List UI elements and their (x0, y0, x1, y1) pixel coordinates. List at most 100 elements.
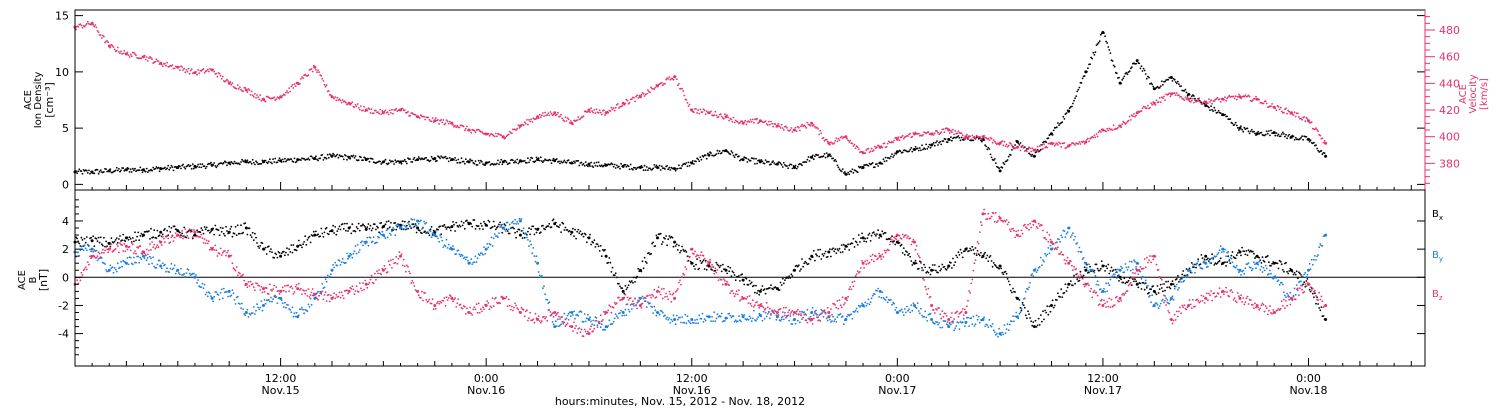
bx-series-dot (972, 248, 975, 251)
bx-series-dot (974, 247, 977, 249)
by-series-dot (509, 227, 512, 229)
ion-density-series-dot (1214, 109, 1217, 112)
velocity-series-dot (173, 67, 176, 70)
ion-density-series-dot (1113, 65, 1116, 68)
bx-series-dot (315, 230, 317, 233)
by-series-dot (931, 321, 934, 323)
velocity-series-dot (675, 78, 678, 81)
by-series-dot (1142, 276, 1145, 278)
bz-series-dot (277, 289, 280, 292)
velocity-series-dot (956, 132, 959, 135)
bx-series-dot (421, 232, 423, 235)
bx-series-dot (1291, 270, 1294, 273)
bz-series-dot (135, 252, 137, 255)
velocity-series-dot (668, 76, 671, 78)
bx-series-dot (642, 267, 645, 270)
ion-density-series-dot (1288, 133, 1291, 136)
bz-series-dot (169, 241, 172, 244)
bx-series-dot (698, 267, 701, 270)
bz-series-dot (201, 237, 204, 240)
velocity-series-dot (818, 133, 821, 136)
ion-density-series-dot (876, 163, 878, 165)
by-series-dot (328, 275, 331, 278)
by-series-dot (438, 240, 440, 243)
by-series-dot (645, 306, 648, 308)
by-series-dot (905, 311, 907, 314)
ion-density-series-dot (420, 158, 422, 161)
ion-density-series-dot (649, 167, 651, 170)
bx-series-dot (273, 257, 276, 259)
by-series-dot (135, 261, 137, 264)
velocity-series-dot (407, 110, 409, 113)
velocity-series-dot (655, 84, 658, 86)
bx-series-dot (204, 228, 207, 231)
bx-series-dot (1076, 278, 1079, 280)
ion-density-series-dot (285, 160, 287, 163)
by-series-point (947, 325, 951, 329)
velocity-series-dot (697, 109, 700, 112)
ion-density-series-dot (527, 157, 529, 160)
velocity-series-dot (360, 105, 362, 107)
bx-series-dot (860, 237, 862, 240)
by-series-dot (680, 321, 682, 324)
by-series-dot (422, 226, 424, 229)
velocity-series-dot (1270, 105, 1272, 107)
by-series-dot (1257, 263, 1260, 266)
bx-series-dot (1251, 250, 1254, 253)
bz-series-dot (241, 274, 243, 277)
by-series-dot (215, 291, 218, 293)
by-series-dot (1042, 259, 1044, 261)
velocity-series-dot (1265, 102, 1268, 105)
by-series-dot (353, 250, 356, 253)
ion-density-series-dot (455, 159, 458, 162)
by-series-dot (670, 318, 673, 321)
by-series-dot (1253, 261, 1255, 264)
by-series-dot (842, 323, 845, 326)
ion-density-series-dot (667, 168, 670, 171)
velocity-series-dot (590, 107, 592, 110)
velocity-series-dot (637, 97, 640, 99)
ion-density-series-dot (1234, 121, 1237, 124)
ion-density-series-dot (1160, 80, 1163, 83)
by-series-dot (1081, 258, 1084, 260)
by-series-dot (339, 264, 342, 266)
velocity-series-dot (230, 83, 233, 86)
velocity-series-dot (593, 109, 596, 111)
by-series-dot (676, 318, 679, 321)
ion-density-series-dot (1162, 83, 1164, 86)
by-series-dot (996, 332, 998, 335)
ion-density-series-dot (1047, 137, 1050, 140)
velocity-series-dot (1141, 107, 1144, 110)
ion-density-series-dot (824, 156, 827, 159)
by-series-dot (401, 224, 404, 227)
velocity-series-dot (1120, 126, 1122, 129)
velocity-series-dot (610, 106, 613, 109)
ion-density-series-dot (115, 166, 118, 169)
by-series-dot (991, 323, 994, 325)
velocity-series-dot (785, 125, 787, 128)
by-series-dot (716, 313, 719, 316)
bx-series-dot (135, 239, 137, 242)
ion-density-series-dot (1083, 75, 1086, 77)
bx-series-dot (661, 241, 664, 243)
by-series-dot (987, 326, 990, 328)
ion-density-series-dot (984, 144, 986, 147)
bz-series-dot (126, 248, 129, 251)
bx-series-dot (1185, 268, 1188, 270)
ion-density-series-dot (1072, 102, 1074, 105)
by-series-point (587, 318, 591, 321)
by-series-dot (513, 222, 515, 225)
by-series-dot (205, 291, 208, 294)
bx-series-dot (1157, 292, 1160, 294)
ion-density-series-dot (449, 159, 452, 162)
bx-series-dot (547, 225, 550, 228)
by-series-dot (750, 320, 753, 323)
by-series-dot (459, 255, 462, 258)
velocity-series-dot (789, 129, 792, 131)
by-series-dot (448, 247, 451, 250)
bx-series-dot (1072, 284, 1074, 287)
bx-series-dot (90, 236, 92, 239)
bx-series-dot (627, 284, 630, 286)
ion-density-series-dot (130, 171, 133, 173)
bx-series-dot (1120, 278, 1122, 281)
